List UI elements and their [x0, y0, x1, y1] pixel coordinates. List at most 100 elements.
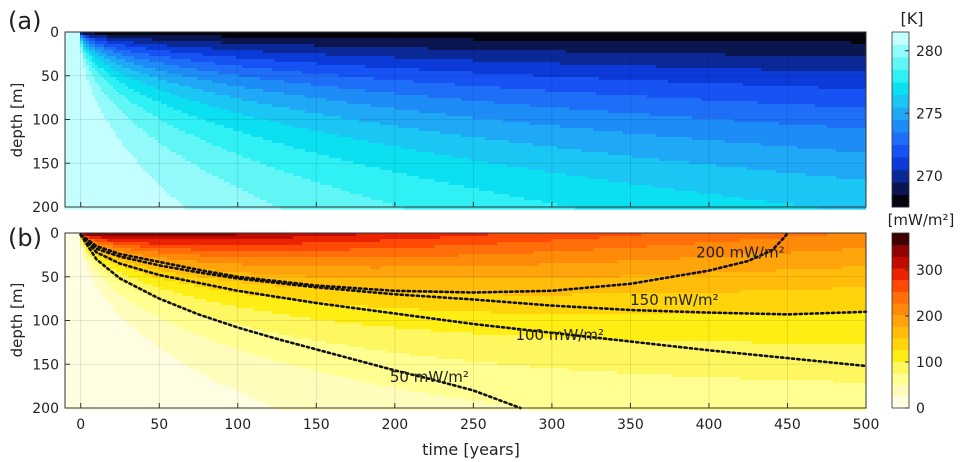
field-cell [89, 47, 96, 51]
field-cell [200, 254, 459, 258]
field-cell [155, 86, 192, 90]
colorbar-swatch [892, 144, 909, 158]
colorbar-swatch [892, 349, 909, 362]
field-cell [83, 248, 87, 252]
field-cell [98, 263, 105, 267]
field-cell [290, 314, 866, 318]
field-cell [275, 167, 381, 171]
field-cell [83, 257, 87, 261]
field-cell [89, 272, 99, 276]
field-cell [65, 206, 186, 210]
field-cell [140, 71, 168, 75]
field-cell [542, 200, 768, 204]
field-cell [212, 173, 294, 177]
field-cell [65, 158, 138, 162]
field-cell [458, 254, 738, 258]
field-cell [113, 68, 132, 72]
field-cell [65, 344, 156, 348]
field-cell [65, 299, 108, 303]
field-cell [191, 248, 351, 252]
field-cell [95, 68, 105, 72]
field-cell [65, 188, 165, 192]
field-cell [794, 203, 866, 207]
field-cell [65, 116, 105, 120]
field-cell [494, 101, 759, 105]
field-cell [266, 200, 384, 204]
field-cell [92, 59, 102, 63]
field-cell [86, 38, 90, 42]
field-cell [302, 71, 474, 75]
field-cell [92, 263, 99, 267]
field-cell [473, 116, 693, 120]
field-cell [155, 137, 201, 141]
field-cell [173, 323, 240, 327]
field-cell [80, 245, 84, 249]
field-cell [107, 239, 381, 243]
field-cell [218, 71, 303, 75]
field-cell [440, 236, 600, 240]
field-cell [86, 251, 90, 255]
field-cell [395, 92, 597, 96]
field-cell [797, 146, 866, 150]
field-cell [569, 107, 866, 111]
field-cell [92, 278, 105, 282]
field-cell [104, 278, 117, 282]
field-cell [167, 80, 213, 84]
field-cell [116, 62, 135, 66]
field-cell [284, 80, 414, 84]
field-cell [125, 83, 147, 87]
field-cell [692, 116, 866, 120]
field-cell [86, 236, 90, 240]
field-cell [86, 47, 90, 51]
field-cell [188, 98, 243, 102]
field-cell [107, 35, 222, 39]
field-cell [65, 38, 81, 42]
field-cell [326, 53, 726, 57]
field-cell [65, 68, 87, 72]
field-cell [65, 383, 222, 387]
colorbar-swatch [892, 94, 909, 108]
field-cell [206, 140, 273, 144]
field-cell [65, 368, 195, 372]
field-cell [272, 68, 420, 72]
field-cell [311, 317, 866, 321]
field-cell [101, 260, 111, 264]
field-cell [65, 257, 84, 261]
field-cell [65, 155, 135, 159]
field-cell [362, 194, 510, 198]
field-cell [95, 32, 866, 36]
field-cell [65, 77, 87, 81]
field-cell [149, 134, 195, 138]
field-cell [86, 59, 90, 63]
field-cell [401, 146, 558, 150]
field-cell [371, 104, 531, 108]
field-cell [65, 377, 210, 381]
field-cell [740, 239, 866, 243]
field-cell [272, 311, 492, 315]
field-cell [107, 80, 120, 84]
temperature-field [65, 32, 867, 210]
field-cell [125, 113, 153, 117]
field-cell [119, 293, 147, 297]
field-cell [266, 164, 366, 168]
field-cell [503, 119, 735, 123]
field-cell [179, 83, 228, 87]
field-cell [101, 50, 114, 54]
field-cell [65, 284, 96, 288]
field-cell [89, 44, 96, 48]
field-cell [104, 68, 114, 72]
field-cell [740, 290, 866, 294]
field-cell [89, 59, 93, 63]
x-tick-label: 0 [76, 417, 85, 433]
x-tick-label: 450 [774, 417, 801, 433]
field-cell [263, 89, 366, 93]
field-cell [128, 149, 171, 153]
field-cell [608, 110, 866, 114]
field-cell [80, 41, 84, 45]
field-cell [65, 179, 156, 183]
field-cell [305, 275, 621, 279]
heat-flux-x-axis: 0 50 100 150 200 250 300 350 400 450 500 [76, 403, 879, 433]
field-cell [305, 149, 417, 153]
field-cell [161, 299, 207, 303]
field-cell [83, 56, 87, 60]
